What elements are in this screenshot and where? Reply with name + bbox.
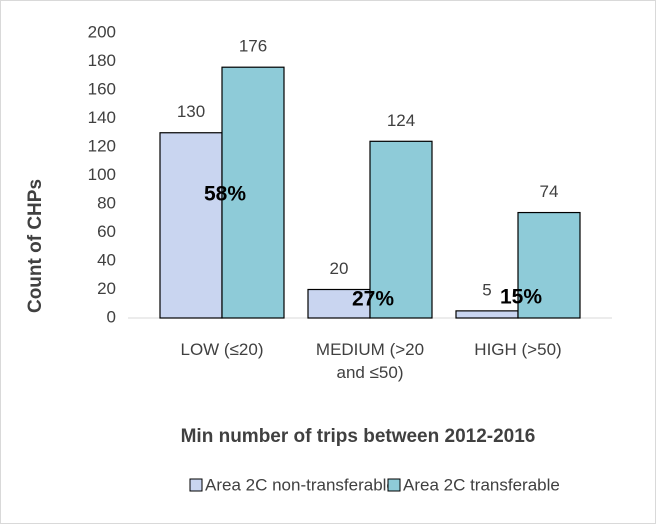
legend-label: Area 2C transferable [403, 475, 560, 494]
data-label: 74 [540, 182, 559, 201]
legend-swatch [387, 478, 401, 492]
y-axis-title: Count of CHPs [25, 179, 46, 313]
x-tick-label: HIGH (>50) [474, 340, 562, 359]
legend-swatch [189, 478, 203, 492]
y-tick-label: 120 [88, 136, 116, 155]
bar [307, 288, 371, 319]
y-tick-label: 40 [97, 250, 116, 269]
bar [221, 66, 285, 319]
bar [159, 132, 223, 319]
x-tick-label: LOW (≤20) [180, 340, 264, 359]
x-axis-title: Min number of trips between 2012-2016 [181, 426, 536, 447]
bar [455, 310, 519, 319]
data-label: 124 [387, 111, 415, 130]
y-tick-label: 60 [97, 222, 116, 241]
data-label: 130 [177, 102, 205, 121]
y-tick-label: 160 [88, 79, 116, 98]
bar [517, 211, 581, 319]
annotation: 15% [500, 286, 542, 309]
bar [369, 140, 433, 319]
data-label: 176 [239, 37, 267, 56]
y-tick-label: 20 [97, 279, 116, 298]
y-tick-label: 0 [107, 307, 116, 326]
y-tick-label: 80 [97, 193, 116, 212]
x-tick-label: MEDIUM (>20 and ≤50) [315, 340, 425, 382]
data-label: 5 [482, 280, 491, 299]
data-label: 20 [330, 259, 349, 278]
y-tick-label: 180 [88, 51, 116, 70]
y-tick-label: 140 [88, 108, 116, 127]
y-tick-label: 200 [88, 22, 116, 41]
legend-label: Area 2C non-transferable [205, 475, 396, 494]
annotation: 58% [204, 183, 246, 206]
y-tick-label: 100 [88, 165, 116, 184]
annotation: 27% [352, 288, 394, 311]
